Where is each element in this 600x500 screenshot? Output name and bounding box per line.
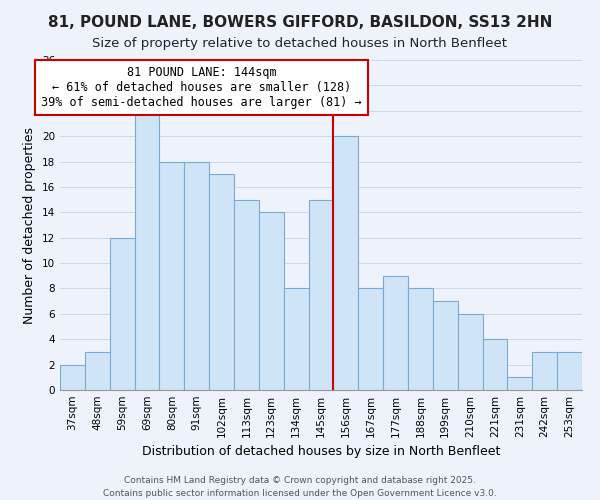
Bar: [110, 238, 134, 390]
Bar: [184, 162, 209, 390]
Bar: [458, 314, 482, 390]
Bar: [383, 276, 408, 390]
Bar: [532, 352, 557, 390]
Bar: [284, 288, 308, 390]
Bar: [160, 162, 184, 390]
X-axis label: Distribution of detached houses by size in North Benfleet: Distribution of detached houses by size …: [142, 446, 500, 458]
Text: Contains HM Land Registry data © Crown copyright and database right 2025.
Contai: Contains HM Land Registry data © Crown c…: [103, 476, 497, 498]
Bar: [408, 288, 433, 390]
Bar: [308, 200, 334, 390]
Bar: [433, 301, 458, 390]
Bar: [209, 174, 234, 390]
Bar: [334, 136, 358, 390]
Bar: [358, 288, 383, 390]
Text: 81, POUND LANE, BOWERS GIFFORD, BASILDON, SS13 2HN: 81, POUND LANE, BOWERS GIFFORD, BASILDON…: [48, 15, 552, 30]
Bar: [134, 111, 160, 390]
Bar: [85, 352, 110, 390]
Bar: [234, 200, 259, 390]
Text: 81 POUND LANE: 144sqm
← 61% of detached houses are smaller (128)
39% of semi-det: 81 POUND LANE: 144sqm ← 61% of detached …: [41, 66, 362, 110]
Y-axis label: Number of detached properties: Number of detached properties: [23, 126, 37, 324]
Bar: [482, 339, 508, 390]
Bar: [508, 378, 532, 390]
Bar: [557, 352, 582, 390]
Bar: [60, 364, 85, 390]
Text: Size of property relative to detached houses in North Benfleet: Size of property relative to detached ho…: [92, 38, 508, 51]
Bar: [259, 212, 284, 390]
